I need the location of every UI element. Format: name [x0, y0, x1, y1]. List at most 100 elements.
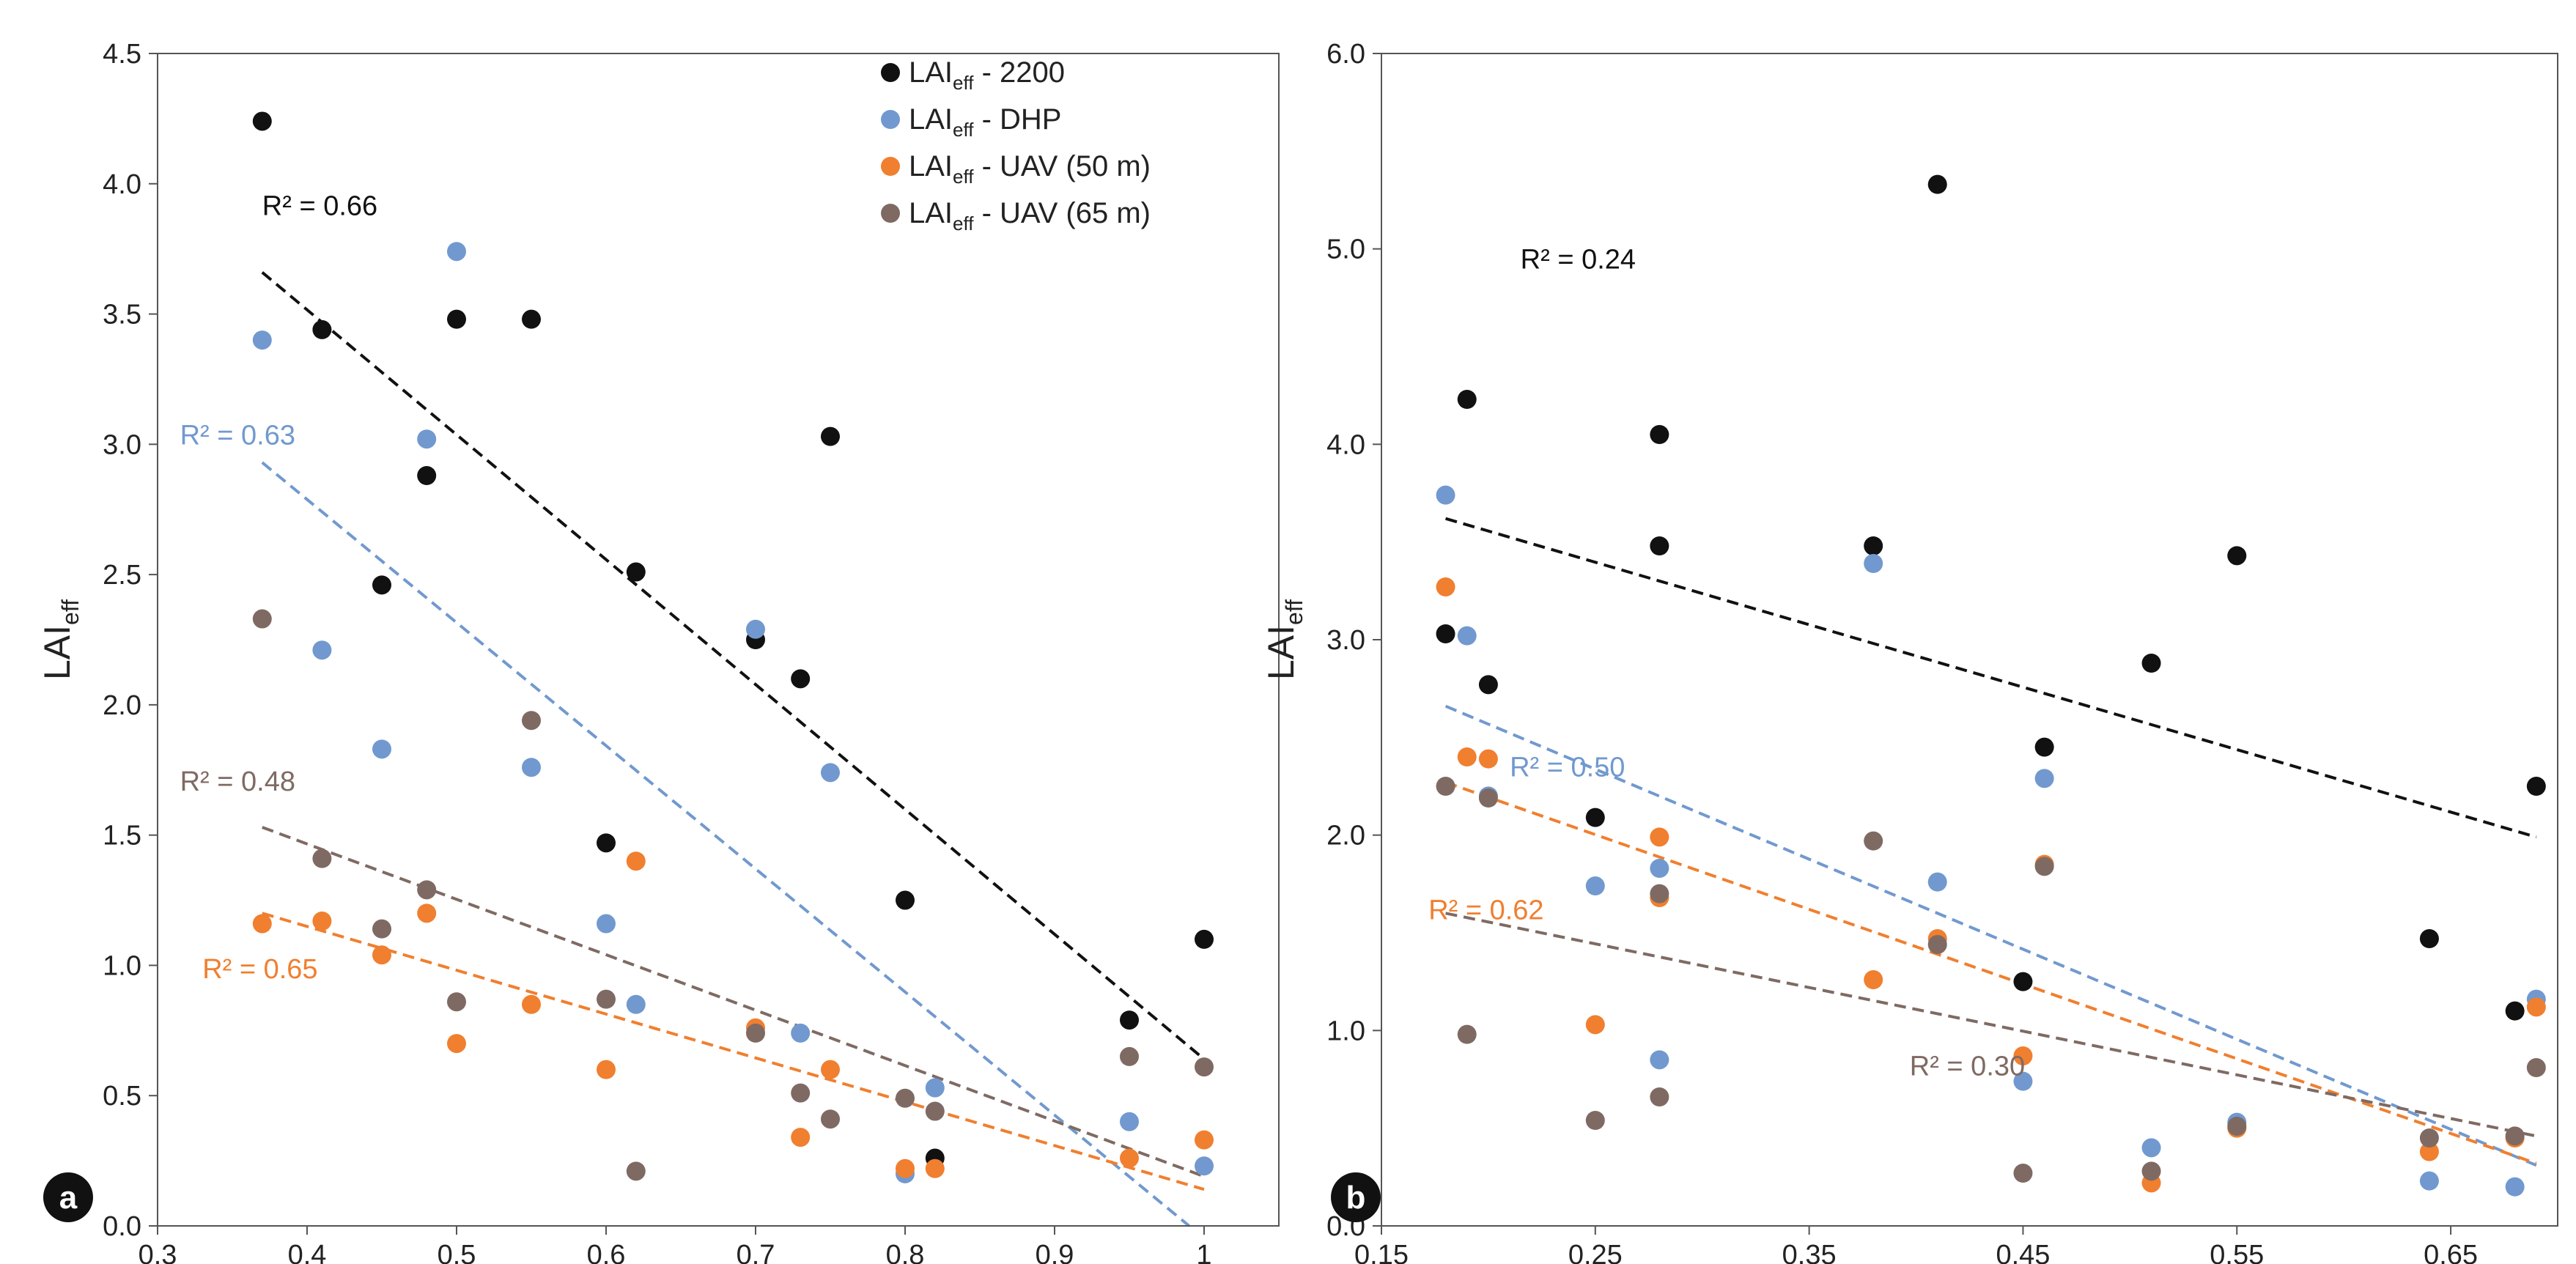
trendline — [1444, 780, 2537, 1165]
data-point — [1120, 1148, 1139, 1168]
y-tick-label: 5.0 — [1326, 234, 1365, 265]
data-point — [1120, 1046, 1139, 1066]
data-point — [1120, 1010, 1139, 1030]
y-tick-label: 1.0 — [1326, 1016, 1365, 1046]
data-point — [2034, 857, 2054, 876]
data-point — [1650, 859, 1669, 878]
data-point — [1195, 1130, 1214, 1150]
data-point — [417, 466, 437, 485]
panel-letter-badge — [1331, 1172, 1381, 1222]
data-point — [522, 758, 541, 777]
r-squared-label: R² = 0.62 — [1428, 895, 1543, 925]
data-point — [417, 903, 437, 923]
legend-entry: LAIeff - DHP — [909, 103, 1061, 141]
data-point — [791, 1083, 811, 1103]
data-point — [2034, 769, 2054, 788]
data-point — [1650, 1050, 1669, 1070]
data-point — [597, 914, 616, 934]
y-tick-label: 4.0 — [1326, 429, 1365, 460]
x-tick-label: 1 — [1196, 1240, 1211, 1264]
data-point — [1585, 1111, 1605, 1130]
x-tick-label: 0.6 — [587, 1240, 626, 1264]
legend-entry: LAIeff - 2200 — [909, 56, 1065, 94]
data-point — [447, 1034, 466, 1054]
y-tick-label: 4.0 — [103, 169, 141, 200]
data-point — [626, 994, 646, 1014]
y-tick-label: 2.0 — [1326, 821, 1365, 851]
x-tick-label: 0.35 — [1782, 1240, 1837, 1264]
data-point — [2419, 1128, 2439, 1147]
panel-a-annotations: a R² = 0.66 R² = 0.63 R² = 0.65 R² = 0.48 — [43, 191, 377, 1222]
x-tick-label: 0.65 — [2424, 1240, 2478, 1264]
y-tick-label: 3.5 — [103, 300, 141, 330]
data-point — [312, 849, 332, 868]
data-point — [1457, 747, 1477, 766]
data-point — [522, 309, 541, 329]
data-point — [791, 1128, 811, 1147]
data-point — [2419, 1142, 2439, 1161]
data-point — [372, 575, 391, 595]
data-point — [2505, 1126, 2525, 1146]
data-point — [2227, 546, 2247, 566]
x-tick-label: 0.9 — [1036, 1240, 1074, 1264]
data-point — [252, 330, 272, 350]
y-tick-label: 2.0 — [103, 690, 141, 721]
legend: LAIeff - 2200 LAIeff - DHP LAIeff - UAV (5… — [881, 56, 1151, 234]
panel-letter-badge — [43, 1172, 93, 1222]
data-point — [312, 912, 332, 931]
y-tick-label: 3.0 — [1326, 625, 1365, 656]
data-point — [1864, 536, 1883, 555]
data-point — [2505, 1177, 2525, 1197]
y-tick-label: 4.5 — [103, 39, 141, 70]
data-point — [312, 640, 332, 660]
data-point — [1650, 1087, 1669, 1106]
data-point — [1436, 624, 1455, 643]
data-point — [2526, 777, 2546, 796]
data-point — [2013, 1071, 2033, 1091]
legend-marker — [881, 110, 900, 129]
data-point — [447, 992, 466, 1012]
trendline — [262, 826, 1205, 1178]
data-point — [1478, 788, 1498, 807]
data-point — [522, 711, 541, 731]
data-point — [2526, 1058, 2546, 1077]
data-point — [1585, 876, 1605, 895]
data-point — [252, 914, 272, 934]
data-point — [2141, 1138, 2161, 1158]
data-point — [626, 851, 646, 871]
legend-marker — [881, 63, 900, 82]
data-point — [626, 562, 646, 582]
data-point — [597, 833, 616, 853]
data-point — [791, 669, 811, 689]
data-point — [252, 111, 272, 131]
r-squared-label: R² = 0.30 — [1910, 1052, 2025, 1082]
r-squared-label: R² = 0.24 — [1521, 244, 1636, 275]
data-point — [2013, 972, 2033, 991]
trendline — [261, 461, 1190, 1227]
data-point — [1478, 749, 1498, 769]
y-tick-label: 2.5 — [103, 560, 141, 591]
x-tick-label: 0.4 — [288, 1240, 327, 1264]
trendline — [262, 912, 1205, 1191]
plot-frame — [1381, 53, 2558, 1227]
legend-marker — [881, 204, 900, 223]
x-tick-label: 0.5 — [438, 1240, 476, 1264]
data-point — [1436, 577, 1455, 596]
r-squared-label: R² = 0.63 — [180, 420, 295, 451]
trendline — [1444, 517, 2537, 839]
r-squared-label: R² = 0.48 — [180, 766, 295, 797]
data-point — [2419, 929, 2439, 948]
data-point — [2526, 997, 2546, 1017]
data-point — [1650, 425, 1669, 444]
data-point — [1457, 626, 1477, 646]
y-tick-label: 0.5 — [103, 1081, 141, 1112]
panel-a-axes: 0.0 0.5 1.0 1.5 2.0 2.5 3.0 3.5 4.0 4.5 0.3 0.4 0.5 0… — [37, 39, 1280, 1264]
x-tick-label: 0.15 — [1354, 1240, 1409, 1264]
data-point — [1864, 831, 1883, 851]
x-tick-label: 0.25 — [1568, 1240, 1623, 1264]
y-tick-label: 0.0 — [103, 1211, 141, 1242]
panel-a-points — [252, 111, 1214, 1183]
data-point — [896, 1158, 915, 1178]
data-point — [372, 739, 391, 759]
panel-b-chart: 0.01.02.03.04.05.06.00.15 0.25 0.35 0.45 0.5… — [1261, 39, 2558, 1264]
